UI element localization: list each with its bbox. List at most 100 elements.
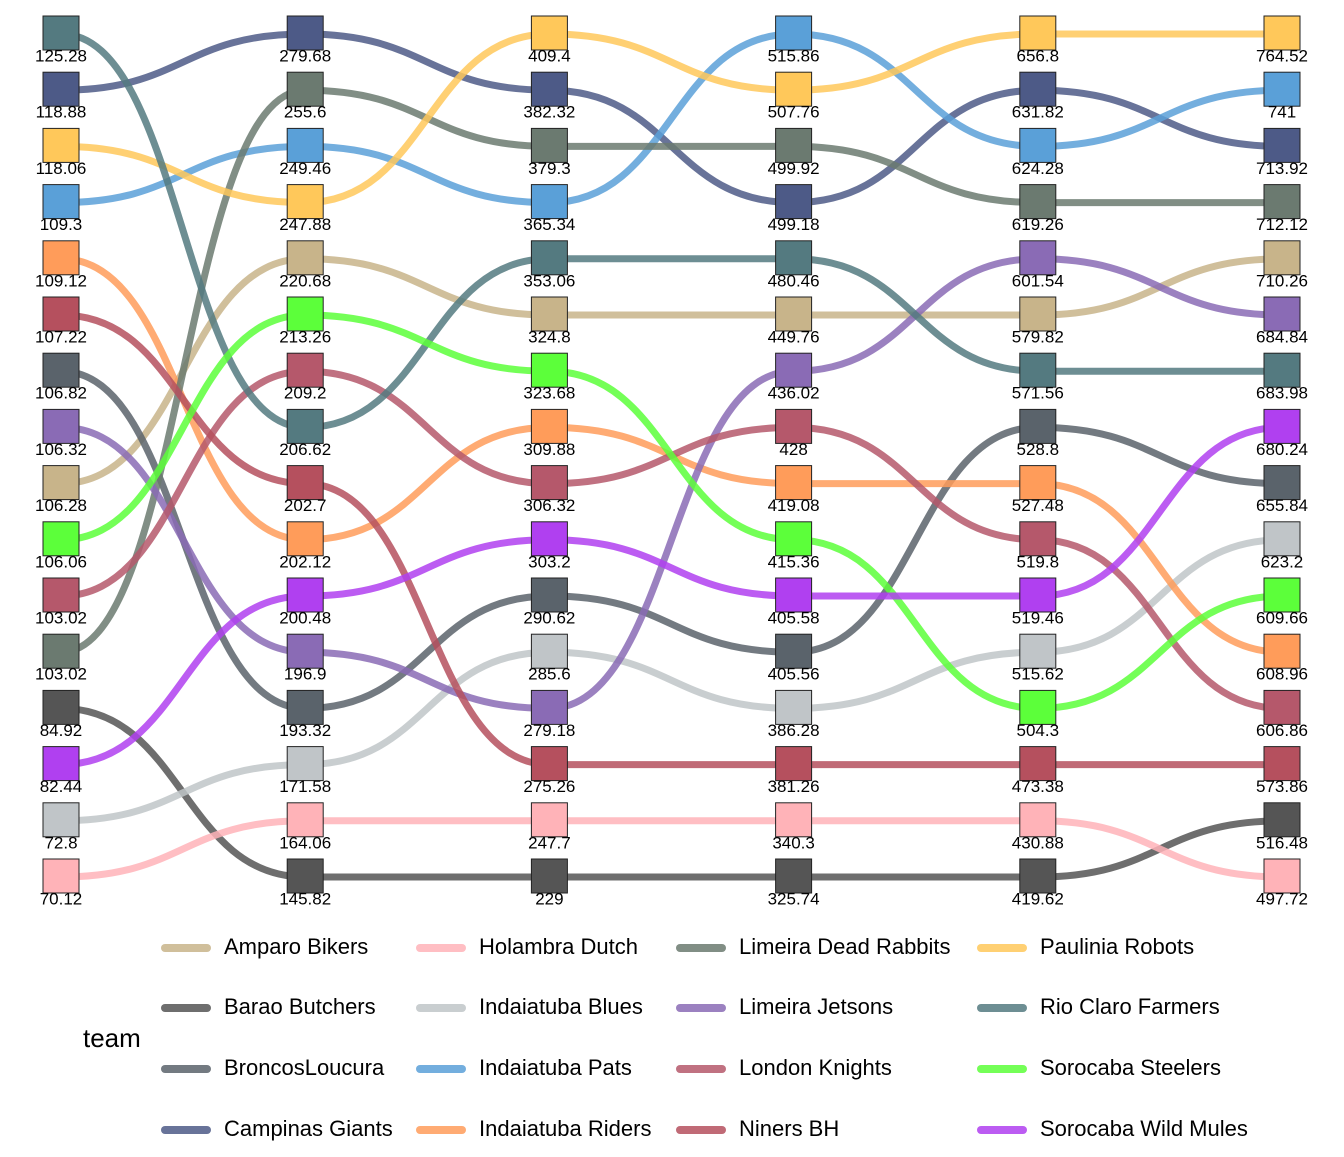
team-line — [60, 704, 1283, 881]
team-logo — [775, 408, 813, 444]
team-line — [60, 30, 1283, 207]
value-label: 499.92 — [768, 159, 820, 178]
value-label: 193.32 — [279, 721, 331, 740]
team-logo — [42, 127, 80, 163]
legend-label: Indaiatuba Pats — [479, 1055, 632, 1080]
team-logo — [1019, 577, 1057, 613]
value-label: 527.48 — [1012, 496, 1064, 515]
value-label: 419.08 — [768, 496, 820, 515]
value-label: 409.4 — [528, 46, 571, 65]
value-label: 118.88 — [36, 103, 87, 122]
team-line — [60, 817, 1283, 881]
team-logo — [775, 577, 813, 613]
team-logo — [1263, 352, 1301, 388]
value-label: 103.02 — [35, 665, 87, 684]
team-logo — [42, 633, 80, 669]
team-logo — [1019, 521, 1057, 557]
team-logo — [286, 521, 324, 557]
team-logo — [1263, 746, 1301, 782]
team-logo — [1263, 521, 1301, 557]
value-label: 436.02 — [768, 384, 820, 403]
team-logo — [775, 184, 813, 220]
value-label: 516.48 — [1256, 833, 1308, 852]
value-label: 609.66 — [1256, 608, 1308, 627]
team-logo — [1019, 296, 1057, 332]
legend-label: Amparo Bikers — [224, 934, 368, 959]
team-logo — [286, 465, 324, 501]
value-label: 82.44 — [40, 777, 83, 796]
value-label: 324.8 — [528, 327, 571, 346]
legend-label: Barao Butchers — [224, 994, 376, 1019]
value-label: 106.28 — [35, 496, 87, 515]
value-label: 255.6 — [284, 103, 327, 122]
value-label: 103.02 — [35, 608, 87, 627]
value-label: 145.82 — [279, 889, 331, 908]
team-line — [60, 311, 1283, 712]
team-logo — [775, 689, 813, 725]
team-logo — [1263, 15, 1301, 51]
team-logo — [1019, 15, 1057, 51]
value-label: 106.82 — [35, 384, 87, 403]
team-logo — [775, 352, 813, 388]
value-label: 764.52 — [1256, 46, 1308, 65]
value-label: 381.26 — [768, 777, 820, 796]
team-logo — [286, 633, 324, 669]
team-logo — [1019, 352, 1057, 388]
value-label: 84.92 — [40, 721, 83, 740]
team-logo — [530, 689, 568, 725]
legend-label: Campinas Giants — [224, 1116, 393, 1141]
team-line — [60, 367, 1283, 712]
team-logo — [286, 184, 324, 220]
team-logo — [775, 858, 813, 894]
value-label: 247.7 — [528, 833, 571, 852]
value-label: 473.38 — [1012, 777, 1064, 796]
legend-label: Rio Claro Farmers — [1040, 994, 1220, 1019]
team-logo — [42, 184, 80, 220]
value-label: 449.76 — [768, 327, 820, 346]
value-label: 323.68 — [523, 384, 575, 403]
team-logo — [530, 521, 568, 557]
value-label: 683.98 — [1256, 384, 1308, 403]
value-label: 365.34 — [523, 215, 575, 234]
team-logo — [530, 296, 568, 332]
team-logo — [42, 296, 80, 332]
value-label: 72.8 — [44, 833, 77, 852]
team-logo — [42, 746, 80, 782]
team-logo — [286, 352, 324, 388]
value-label: 247.88 — [279, 215, 331, 234]
value-label: 309.88 — [523, 440, 575, 459]
team-logo — [42, 802, 80, 838]
team-line — [60, 255, 1283, 488]
team-logo — [530, 577, 568, 613]
team-logo — [286, 408, 324, 444]
value-label: 415.36 — [768, 552, 820, 571]
value-label: 655.84 — [1256, 496, 1308, 515]
legend-label: Paulinia Robots — [1040, 934, 1194, 959]
team-logo — [42, 408, 80, 444]
value-label: 171.58 — [279, 777, 331, 796]
value-label: 419.62 — [1012, 889, 1064, 908]
lines — [60, 30, 1283, 881]
value-label: 430.88 — [1012, 833, 1064, 852]
legend-label: Holambra Dutch — [479, 934, 638, 959]
value-label: 220.68 — [279, 271, 331, 290]
team-logo — [1019, 127, 1057, 163]
value-label: 196.9 — [284, 665, 327, 684]
value-label: 519.46 — [1012, 608, 1064, 627]
value-label: 573.86 — [1256, 777, 1308, 796]
value-label: 428 — [779, 440, 807, 459]
team-logo — [286, 746, 324, 782]
team-logo — [1263, 71, 1301, 107]
value-label: 249.46 — [279, 159, 331, 178]
value-label: 70.12 — [40, 889, 83, 908]
team-logo — [286, 15, 324, 51]
value-label: 497.72 — [1256, 889, 1308, 908]
team-logo — [1019, 71, 1057, 107]
value-label: 306.32 — [523, 496, 575, 515]
team-logo — [1263, 465, 1301, 501]
team-line — [60, 30, 1283, 207]
team-logo — [775, 465, 813, 501]
value-label: 279.68 — [279, 46, 331, 65]
value-label: 109.3 — [40, 215, 83, 234]
